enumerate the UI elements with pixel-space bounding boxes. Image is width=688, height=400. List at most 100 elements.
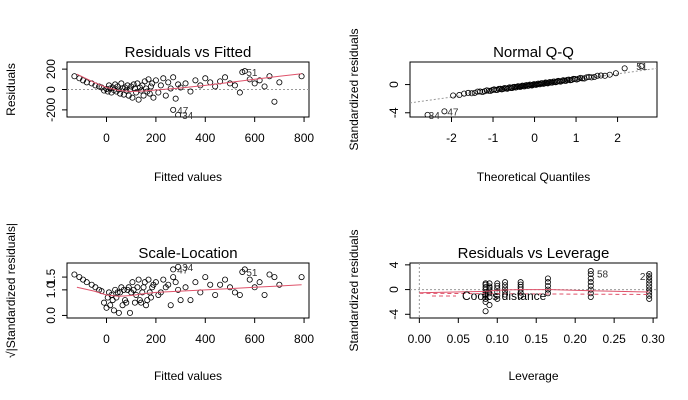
y-tick-label: 0 [387,286,401,293]
data-point [157,82,164,89]
y-tick-label: 0.0 [44,307,58,324]
data-point [544,275,551,282]
x-tick-label: 600 [245,332,265,346]
data-point [502,279,509,286]
data-point [115,309,122,316]
data-point [502,282,509,289]
data-point [261,291,268,298]
data-point [606,71,613,78]
data-point [256,77,263,84]
y-tick-label: -4 [387,309,401,320]
data-point [471,89,478,96]
data-point [207,281,214,288]
plot-frame [409,61,658,118]
data-point [621,65,628,72]
data-point [256,279,263,286]
data-point [167,302,174,309]
plot-area [410,263,657,318]
data-point [129,279,136,286]
residuals-vs-fitted-plot: Residuals vs Fitted Fitted values Residual… [4,44,314,184]
y-tick-label: 0 [387,81,401,88]
data-point [562,77,569,84]
data-point [494,86,501,93]
plot-title: Residuals vs Fitted [125,44,252,61]
data-point [202,75,209,82]
data-point [110,307,117,314]
data-point [646,277,653,284]
x-axis-label: Fitted values [154,369,222,383]
y-tick-label: 1.0 [44,281,58,298]
x-tick-label: 200 [146,332,166,346]
data-point [271,274,278,281]
y-tick-label: 1.5 [44,268,58,285]
data-point [88,281,95,288]
data-point [502,291,509,298]
data-point [266,73,273,80]
x-tick-label: 800 [294,332,314,346]
data-point [177,297,184,304]
point-label: 34 [429,111,441,122]
y-axis-label: √|Standardized residuals| [4,223,18,358]
x-tick-label: 1 [573,131,580,145]
scale-location-plot: Scale-Location Fitted values √|Standardize… [4,223,314,383]
data-point [236,291,243,298]
data-point [101,299,108,306]
y-axis-label: Standardized residuals [347,229,361,351]
data-point [160,75,167,82]
data-point [594,72,601,79]
data-point [424,111,431,117]
point-label: 47 [447,107,459,118]
data-point [152,279,159,286]
x-tick-label: 600 [245,131,265,145]
data-point [486,284,493,291]
point-label: 34 [182,111,194,122]
data-point [202,274,209,281]
data-point [486,302,493,309]
x-axis-label: Leverage [508,369,558,383]
data-point [187,297,194,304]
data-point [160,276,167,283]
residuals-vs-leverage-plot: Residuals vs Leverage Leverage Standardize… [347,229,665,383]
smooth-line [76,73,302,93]
data-point [587,275,594,282]
data-point [646,280,653,287]
data-point [175,111,182,117]
data-point [456,92,463,99]
data-point [646,295,653,302]
data-point [135,276,142,283]
data-point [298,73,305,80]
plot-title: Residuals vs Leverage [458,245,610,262]
data-point [494,295,501,302]
data-point [588,74,595,81]
data-point [130,81,137,88]
point-label: 58 [597,270,609,281]
data-point [71,73,78,80]
data-point [80,276,87,283]
data-point [477,88,484,95]
data-point [114,83,121,90]
smooth-line [76,284,302,297]
data-point [170,74,177,81]
data-point [103,304,110,311]
data-point [276,281,283,288]
data-point [192,279,199,286]
data-point [646,274,653,281]
data-point [597,72,604,79]
x-tick-label: 0.00 [408,332,432,346]
data-point [131,299,138,306]
data-point [541,80,548,87]
data-point [646,286,653,293]
cooks-distance-line [419,292,650,295]
data-point [587,279,594,286]
data-point [646,271,653,278]
data-point [175,263,182,270]
data-point [226,80,233,87]
plot-title: Scale-Location [138,245,237,262]
data-point [143,302,150,309]
data-point [517,281,524,288]
data-point [155,89,162,96]
x-tick-label: -2 [446,131,457,145]
x-tick-label: 0.30 [641,332,665,346]
x-tick-label: 400 [195,131,215,145]
data-point [135,96,142,103]
